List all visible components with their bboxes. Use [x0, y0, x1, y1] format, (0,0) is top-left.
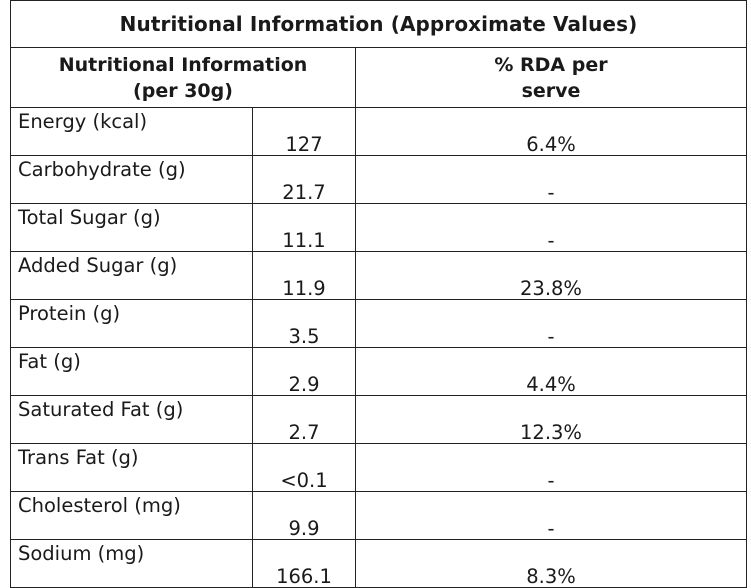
nutrient-name-cell: Trans Fat (g)	[10, 443, 253, 492]
nutrient-name-cell: Cholesterol (mg)	[10, 491, 253, 540]
nutrient-value-cell: 3.5	[252, 299, 356, 348]
table-row: Added Sugar (g) 11.9 23.8%	[10, 251, 747, 300]
nutrient-name-cell: Saturated Fat (g)	[10, 395, 253, 444]
rda-column-header: % RDA per serve	[355, 47, 747, 108]
rda-value: -	[547, 181, 555, 204]
nutrient-value: 3.5	[288, 325, 320, 348]
nutrient-column-header: Nutritional Information (per 30g)	[10, 47, 356, 108]
table-row: Sodium (mg) 166.1 8.3%	[10, 539, 747, 588]
rda-value: 23.8%	[520, 277, 582, 300]
rda-value: -	[547, 229, 555, 252]
rda-value: 12.3%	[520, 421, 582, 444]
header-row: Nutritional Information (per 30g) % RDA …	[10, 47, 747, 108]
table-title: Nutritional Information (Approximate Val…	[10, 0, 747, 48]
nutrient-name-cell: Carbohydrate (g)	[10, 155, 253, 204]
rda-header-line2: serve	[521, 79, 581, 102]
nutrient-value-cell: 11.9	[252, 251, 356, 300]
rda-value-cell: 8.3%	[355, 539, 747, 588]
rda-value: 6.4%	[526, 133, 576, 156]
nutrient-value-cell: 2.9	[252, 347, 356, 396]
table-row: Total Sugar (g) 11.1 -	[10, 203, 747, 252]
nutrient-name-cell: Protein (g)	[10, 299, 253, 348]
rda-value: -	[547, 325, 555, 348]
nutrient-value-cell: 21.7	[252, 155, 356, 204]
table-row: Trans Fat (g) <0.1 -	[10, 443, 747, 492]
nutrient-header-line1: Nutritional Information	[58, 53, 308, 76]
rda-value-cell: 23.8%	[355, 251, 747, 300]
nutrient-value-cell: 127	[252, 107, 356, 156]
rda-value-cell: -	[355, 491, 747, 540]
nutrient-header-line2: (per 30g)	[133, 79, 233, 102]
nutrient-name-cell: Total Sugar (g)	[10, 203, 253, 252]
nutrient-name-cell: Energy (kcal)	[10, 107, 253, 156]
table-row: Energy (kcal) 127 6.4%	[10, 107, 747, 156]
rda-value: -	[547, 469, 555, 492]
title-row: Nutritional Information (Approximate Val…	[10, 0, 747, 48]
rda-value-cell: -	[355, 299, 747, 348]
table-row: Protein (g) 3.5 -	[10, 299, 747, 348]
nutrient-value: 9.9	[288, 517, 320, 540]
table-row: Cholesterol (mg) 9.9 -	[10, 491, 747, 540]
nutrient-value: <0.1	[280, 469, 328, 492]
nutrient-value-cell: 11.1	[252, 203, 356, 252]
nutrition-table-body: Nutritional Information (Approximate Val…	[10, 0, 747, 588]
nutrient-value: 166.1	[276, 565, 332, 588]
rda-value: 4.4%	[526, 373, 576, 396]
rda-value: -	[547, 517, 555, 540]
nutrient-value: 127	[285, 133, 323, 156]
nutrient-value-cell: 166.1	[252, 539, 356, 588]
rda-value-cell: -	[355, 443, 747, 492]
rda-value-cell: 6.4%	[355, 107, 747, 156]
nutrient-value: 11.1	[282, 229, 326, 252]
nutrient-value-cell: 2.7	[252, 395, 356, 444]
nutrition-table: Nutritional Information (Approximate Val…	[10, 0, 747, 588]
rda-value-cell: -	[355, 155, 747, 204]
nutrient-value: 2.7	[288, 421, 320, 444]
table-row: Carbohydrate (g) 21.7 -	[10, 155, 747, 204]
nutrient-name-cell: Fat (g)	[10, 347, 253, 396]
table-row: Fat (g) 2.9 4.4%	[10, 347, 747, 396]
rda-value: 8.3%	[526, 565, 576, 588]
nutrient-name-cell: Sodium (mg)	[10, 539, 253, 588]
nutrient-value-cell: 9.9	[252, 491, 356, 540]
nutrient-value: 11.9	[282, 277, 326, 300]
nutrient-name-cell: Added Sugar (g)	[10, 251, 253, 300]
rda-value-cell: 12.3%	[355, 395, 747, 444]
nutrient-value-cell: <0.1	[252, 443, 356, 492]
rda-header-line1: % RDA per	[494, 53, 608, 76]
nutrient-value: 2.9	[288, 373, 320, 396]
rda-value-cell: 4.4%	[355, 347, 747, 396]
rda-value-cell: -	[355, 203, 747, 252]
table-row: Saturated Fat (g) 2.7 12.3%	[10, 395, 747, 444]
nutrient-value: 21.7	[282, 181, 326, 204]
